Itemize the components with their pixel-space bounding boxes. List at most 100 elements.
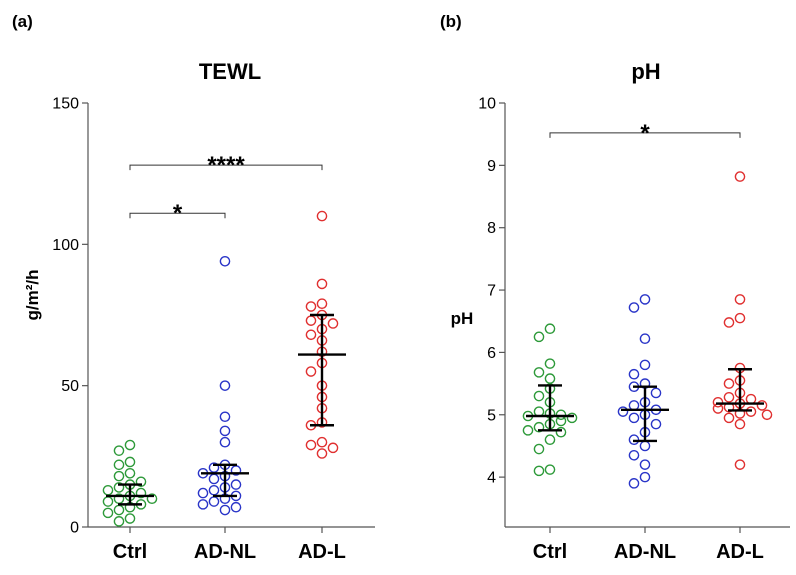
panel-a-label: (a) bbox=[12, 12, 33, 31]
panel-b-point-ctrl bbox=[533, 331, 545, 343]
panel-b-ytick-label: 10 bbox=[478, 96, 496, 113]
panel-b-point-ctrl bbox=[555, 409, 567, 421]
panel-b-ytick-label: 4 bbox=[487, 470, 496, 487]
panel-a-point-ctrl bbox=[102, 484, 114, 496]
panel-a-title: TEWL bbox=[199, 59, 261, 84]
panel-a-category-label: AD-L bbox=[298, 541, 346, 563]
panel-b-point-ctrl bbox=[533, 390, 545, 402]
panel-a-ytick-label: 0 bbox=[70, 520, 79, 537]
panel-a-point-ctrl bbox=[113, 516, 125, 527]
panel-b-point-ad-nl bbox=[639, 440, 651, 452]
panel-a-point-ctrl bbox=[124, 513, 136, 524]
panel-a-point-ctrl bbox=[135, 476, 147, 488]
panel-a-point-ad-nl bbox=[219, 504, 231, 516]
panel-b-point-ad-nl bbox=[628, 412, 640, 424]
panel-a-point-ad-l bbox=[316, 448, 328, 459]
panel-b-ytick-label: 7 bbox=[487, 283, 496, 300]
panel-a-point-ad-nl bbox=[219, 255, 231, 267]
panel-b-point-ad-l bbox=[723, 317, 735, 328]
panel-b-point-ctrl bbox=[555, 415, 567, 427]
panel-b-point-ad-nl bbox=[650, 387, 662, 399]
panel-b-point-ad-nl bbox=[628, 368, 640, 380]
panel-b-point-ad-nl bbox=[628, 478, 640, 489]
panel-a-point-ad-nl bbox=[219, 436, 231, 448]
panel-b-point-ad-l bbox=[761, 409, 773, 421]
panel-a-point-ctrl bbox=[124, 456, 136, 468]
panel-b-point-ctrl bbox=[566, 412, 578, 424]
panel-a-category-label: AD-NL bbox=[194, 541, 256, 563]
panel-b-point-ad-l bbox=[723, 378, 735, 389]
panel-b-point-ad-nl bbox=[650, 418, 662, 430]
panel-a-point-ctrl bbox=[146, 493, 158, 505]
panel-a-point-ad-l bbox=[305, 366, 317, 377]
panel-b-point-ctrl bbox=[544, 464, 556, 475]
panel-b-point-ad-l bbox=[723, 392, 735, 403]
panel-b-point-ad-nl bbox=[639, 359, 651, 371]
panel-b-point-ctrl bbox=[522, 425, 534, 436]
panel-a-point-ad-nl bbox=[208, 484, 220, 496]
panel-b-point-ad-nl bbox=[628, 449, 640, 461]
panel-b-point-ctrl bbox=[555, 426, 567, 438]
panel-a-point-ctrl bbox=[113, 470, 125, 482]
panel-a-point-ad-nl bbox=[208, 496, 220, 507]
panel-b-point-ad-l bbox=[712, 396, 724, 408]
panel-a-point-ad-nl bbox=[230, 501, 242, 513]
panel-b-ytick-label: 8 bbox=[487, 220, 496, 237]
panel-a-point-ad-l bbox=[327, 318, 339, 329]
panel-a-point-ad-nl bbox=[208, 473, 220, 485]
panel-a-ytick-label: 100 bbox=[52, 237, 79, 254]
panel-b-point-ad-nl bbox=[628, 302, 640, 313]
panel-b-point-ctrl bbox=[533, 443, 545, 455]
panel-a-point-ad-nl bbox=[219, 411, 231, 423]
panel-a-point-ad-nl bbox=[230, 479, 242, 490]
panel-b-point-ctrl bbox=[533, 367, 545, 378]
panel-b-significance-bracket bbox=[549, 132, 741, 138]
panel-b-point-ad-nl bbox=[628, 434, 640, 446]
panel-b-point-ctrl bbox=[533, 421, 545, 433]
panel-a-point-ctrl bbox=[135, 487, 147, 499]
panel-a-point-ad-l bbox=[305, 439, 317, 451]
panel-b-point-ad-nl bbox=[639, 333, 651, 344]
panel-a-point-ctrl bbox=[102, 507, 114, 519]
panel-b-point-ad-l bbox=[734, 459, 746, 470]
panel-b-point-ctrl bbox=[544, 373, 556, 384]
panel-b-point-ctrl bbox=[533, 465, 545, 477]
panel-b-plot: 4 5 6 7 8 9 10 Ctrl AD-NL AD-L * bbox=[478, 96, 790, 563]
panel-b-title: pH bbox=[631, 59, 660, 84]
panel-a-ylabel: g/m²/h bbox=[23, 270, 42, 321]
panel-b-category-label: AD-L bbox=[716, 541, 764, 563]
panel-b-point-ad-nl bbox=[617, 406, 629, 417]
panel-a-category-label: Ctrl bbox=[113, 541, 147, 563]
panel-a-point-ctrl bbox=[124, 467, 136, 479]
panel-b-point-ctrl bbox=[544, 323, 556, 335]
panel-a-point-ad-l bbox=[305, 315, 317, 326]
panel-b-point-ctrl bbox=[544, 434, 556, 446]
panel-b-ylabel: pH bbox=[451, 309, 474, 328]
panel-a-significance-label: **** bbox=[207, 152, 245, 179]
panel-b-category-label: AD-NL bbox=[614, 541, 676, 563]
panel-b-point-ad-l bbox=[723, 412, 735, 424]
panel-a-ytick-label: 150 bbox=[52, 96, 79, 113]
panel-a-point-ad-nl bbox=[219, 380, 231, 391]
panel-a-point-ctrl bbox=[113, 445, 125, 456]
panel-a-point-ctrl bbox=[113, 504, 125, 516]
panel-a-point-ad-l bbox=[316, 278, 328, 290]
panel-b-ytick-label: 5 bbox=[487, 407, 496, 424]
panel-b-point-ad-l bbox=[734, 171, 746, 182]
panel-a-point-ctrl bbox=[102, 496, 114, 507]
panel-b-category-label: Ctrl bbox=[533, 541, 567, 563]
panel-a-point-ad-l bbox=[327, 442, 339, 454]
panel-a-point-ctrl bbox=[113, 459, 125, 471]
panel-a-point-ctrl bbox=[113, 482, 125, 493]
panel-a-significance-label: * bbox=[173, 200, 183, 227]
panel-b-point-ad-l bbox=[756, 400, 768, 411]
panel-b-point-ad-nl bbox=[639, 294, 651, 305]
panel-a-point-ad-l bbox=[316, 298, 328, 309]
panel-a-point-ad-l bbox=[316, 210, 328, 222]
panel-b-point-ad-l bbox=[734, 312, 746, 324]
panel-a-point-ctrl bbox=[124, 439, 136, 451]
panel-b-point-ad-l bbox=[734, 418, 746, 430]
panel-a-point-ad-nl bbox=[197, 499, 209, 510]
panel-b-ytick-label: 6 bbox=[487, 345, 496, 362]
